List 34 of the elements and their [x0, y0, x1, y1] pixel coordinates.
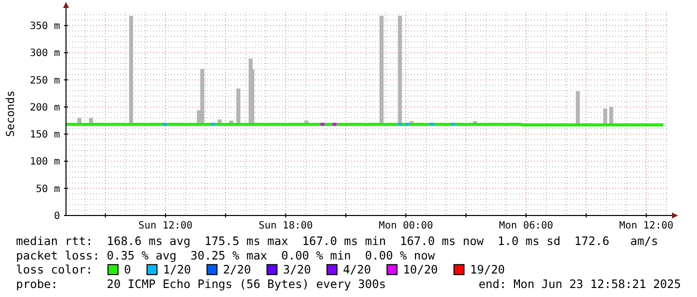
bar: [129, 16, 134, 124]
legend-label: 10/20: [403, 262, 438, 277]
legend-label: 2/20: [223, 262, 251, 277]
y-tick-label: 0: [54, 211, 60, 222]
y-tick-label: 350 m: [30, 21, 60, 32]
y-tick-label: 200 m: [30, 102, 60, 114]
legend-label: 1/20: [163, 262, 191, 277]
legend-title: loss color:: [16, 262, 93, 277]
text: probe: 20 ICMP Echo Pings (56 Bytes) every 300s: [16, 276, 386, 291]
bar: [576, 91, 580, 125]
text: end: Mon Jun 23 12:58:21 2025: [478, 276, 682, 291]
text: median rtt: 168.6 ms avg 175.5 ms max 167.0 ms min 167.0 ms now 1.0 ms sd 172.6 am/s: [16, 234, 658, 248]
text: packet loss: 0.35 % avg 30.25 % max 0.00 % min 0.00 % now: [16, 248, 435, 262]
y-tick-label: 50 m: [36, 184, 60, 195]
x-tick-label: Mon 06:00: [499, 220, 554, 232]
x-tick-label: Mon 00:00: [378, 220, 433, 232]
legend-label: 19/20: [470, 262, 505, 277]
bar: [603, 108, 608, 125]
bar: [398, 16, 402, 124]
x-tick-label: Sun 18:00: [258, 220, 313, 232]
bar: [609, 106, 614, 125]
y-tick-label: 250 m: [30, 75, 60, 86]
bar: [236, 88, 240, 124]
y-axis-title: Seconds: [4, 90, 17, 137]
y-tick-label: 300 m: [30, 48, 60, 60]
bar: [380, 16, 384, 124]
legend-label: 3/20: [283, 262, 311, 277]
x-tick-label: Sun 12:00: [138, 220, 193, 232]
y-tick-label: 100 m: [30, 156, 60, 168]
legend-label: 4/20: [343, 262, 371, 277]
bar: [200, 68, 204, 124]
legend-label: 0: [124, 262, 131, 277]
y-tick-label: 150 m: [30, 130, 60, 141]
x-tick-label: Mon 12:00: [619, 220, 674, 232]
